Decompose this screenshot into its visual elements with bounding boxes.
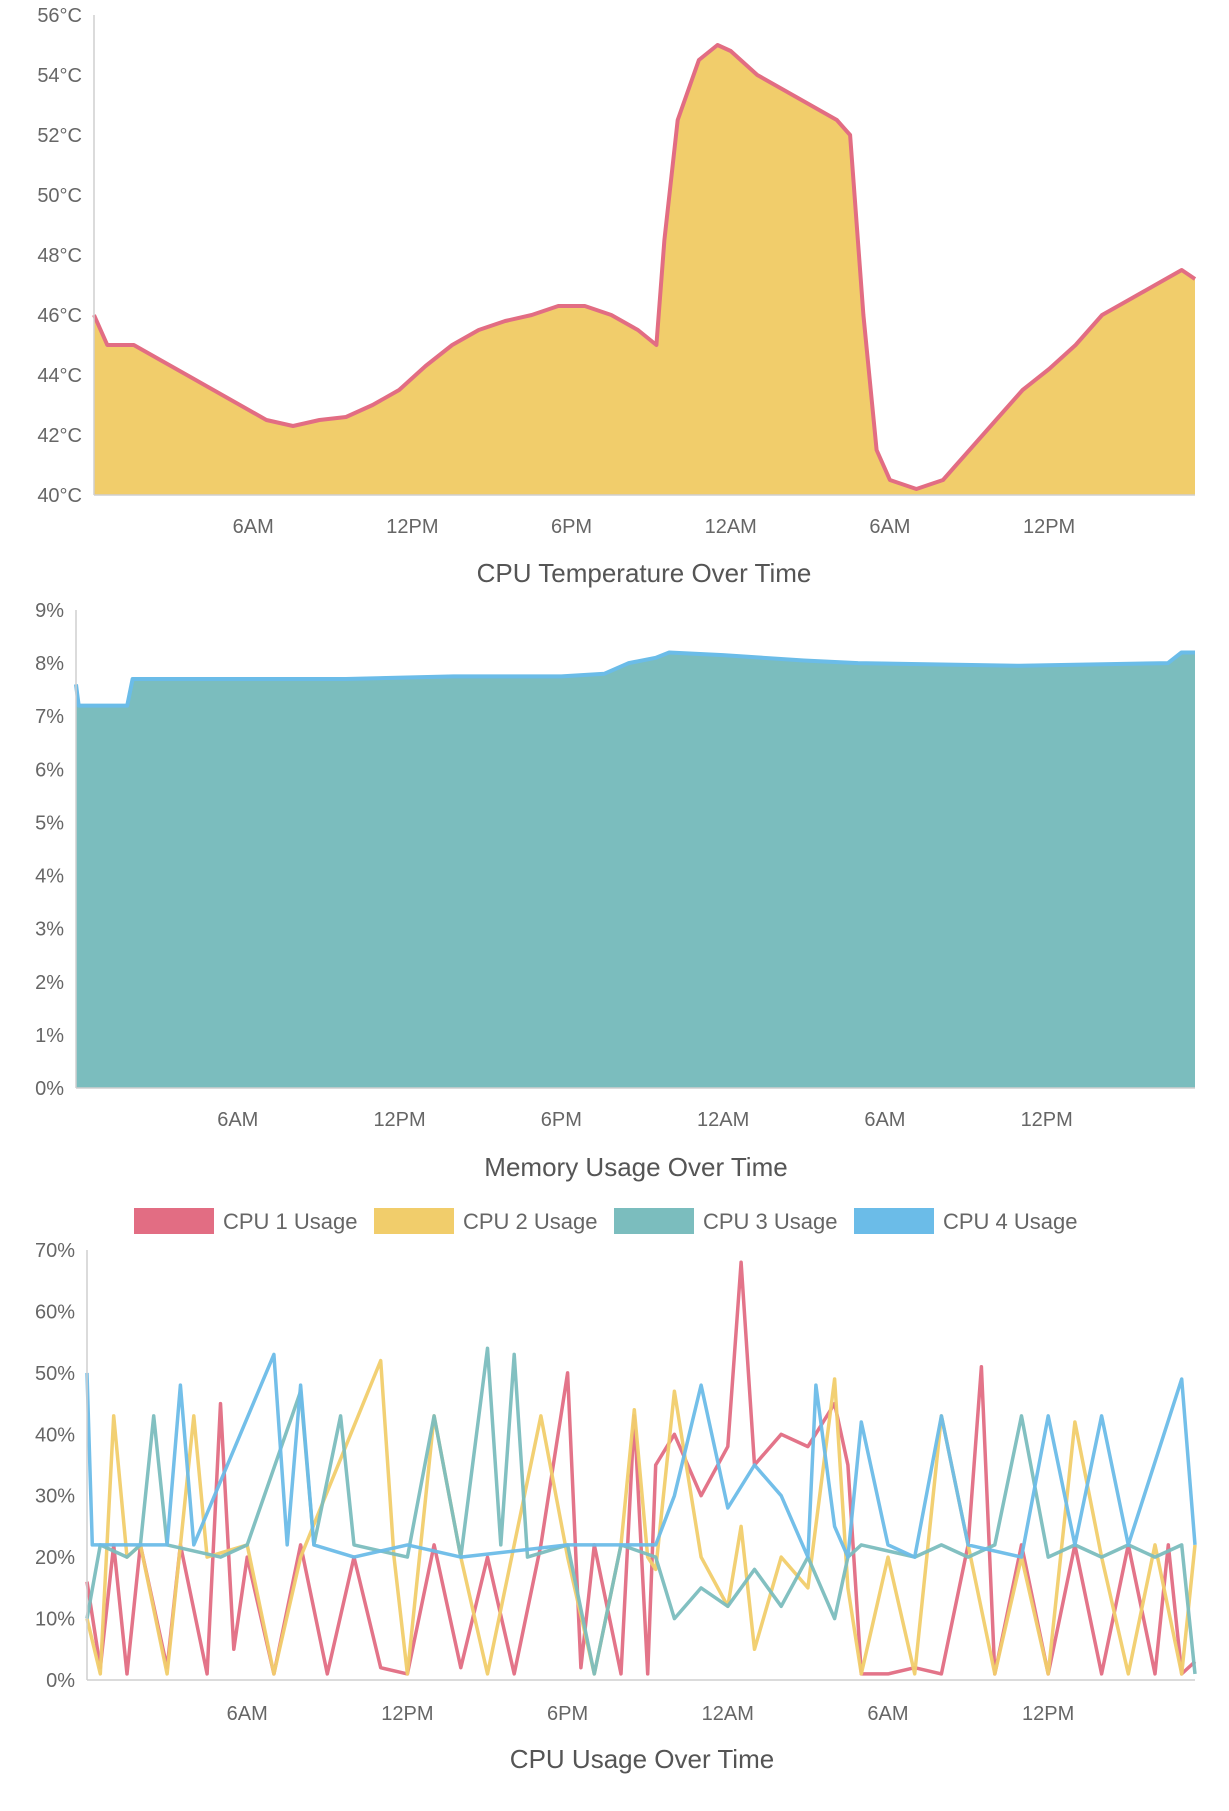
legend-swatch-cpu3: [614, 1208, 694, 1234]
cpu-usage-y-tick-50: 50%: [35, 1363, 75, 1385]
temperature-y-tick-46-c: 46°C: [37, 305, 82, 327]
legend-label-cpu4: CPU 4 Usage: [943, 1209, 1078, 1234]
temperature-x-tick-12am-3: 12AM: [705, 516, 757, 538]
memory-y-tick-2: 2%: [35, 972, 64, 994]
legend-item-cpu1[interactable]: CPU 1 Usage: [134, 1208, 358, 1234]
memory-x-tick-12am-3: 12AM: [697, 1109, 749, 1131]
cpu-usage-y-ticks: 0% 10% 20% 30% 40% 50% 60% 70%: [35, 1240, 75, 1692]
memory-x-tick-12pm-5: 12PM: [1021, 1109, 1073, 1131]
memory-y-tick-5: 5%: [35, 812, 64, 834]
memory-y-tick-1: 1%: [35, 1025, 64, 1047]
legend-label-cpu3: CPU 3 Usage: [703, 1209, 838, 1234]
memory-y-tick-4: 4%: [35, 866, 64, 888]
cpu-usage-x-tick-12pm-5: 12PM: [1022, 1703, 1074, 1725]
temperature-y-tick-54-c: 54°C: [37, 65, 82, 87]
memory-area-fill: [76, 653, 1195, 1089]
legend-label-cpu1: CPU 1 Usage: [223, 1209, 358, 1234]
temperature-plot-area: [94, 45, 1195, 495]
memory-y-tick-9: 9%: [35, 600, 64, 622]
legend-swatch-cpu4: [854, 1208, 934, 1234]
temperature-y-tick-50-c: 50°C: [37, 185, 82, 207]
temperature-x-tick-12pm-1: 12PM: [386, 516, 438, 538]
legend-swatch-cpu1: [134, 1208, 214, 1234]
cpu-usage-y-tick-40: 40%: [35, 1424, 75, 1446]
temperature-y-ticks: 40°C 42°C 44°C 46°C 48°C 50°C 52°C 54°C 56°C: [37, 5, 82, 507]
legend-item-cpu3[interactable]: CPU 3 Usage: [614, 1208, 838, 1234]
temperature-y-tick-42-c: 42°C: [37, 425, 82, 447]
cpu-usage-x-ticks: 6AM 12PM 6PM 12AM 6AM 12PM: [227, 1703, 1075, 1725]
cpu-usage-chart-title: CPU Usage Over Time: [510, 1744, 774, 1774]
cpu-usage-x-tick-6am-0: 6AM: [227, 1703, 268, 1725]
temperature-x-ticks: 6AM 12PM 6PM 12AM 6AM 12PM: [233, 516, 1076, 538]
memory-y-tick-0: 0%: [35, 1078, 64, 1100]
cpu-usage-plot-area: [87, 1262, 1195, 1674]
legend-swatch-cpu2: [374, 1208, 454, 1234]
temperature-y-tick-44-c: 44°C: [37, 365, 82, 387]
cpu-usage-x-tick-6pm-2: 6PM: [547, 1703, 588, 1725]
temperature-x-tick-6pm-2: 6PM: [551, 516, 592, 538]
temperature-chart: 40°C 42°C 44°C 46°C 48°C 50°C 52°C 54°C 56°C 6AM…: [37, 5, 1195, 588]
cpu-usage-y-tick-20: 20%: [35, 1547, 75, 1569]
cpu-usage-y-tick-70: 70%: [35, 1240, 75, 1262]
temperature-x-tick-6am-0: 6AM: [233, 516, 274, 538]
memory-y-tick-7: 7%: [35, 706, 64, 728]
cpu-usage-x-tick-6am-4: 6AM: [867, 1703, 908, 1725]
temperature-x-tick-6am-4: 6AM: [869, 516, 910, 538]
memory-plot-area: [76, 653, 1195, 1089]
memory-y-tick-6: 6%: [35, 759, 64, 781]
temperature-area-fill: [94, 45, 1195, 495]
memory-x-tick-6am-4: 6AM: [864, 1109, 905, 1131]
cpu-usage-y-tick-30: 30%: [35, 1486, 75, 1508]
legend-item-cpu4[interactable]: CPU 4 Usage: [854, 1208, 1078, 1234]
memory-x-ticks: 6AM 12PM 6PM 12AM 6AM 12PM: [217, 1109, 1073, 1131]
memory-y-ticks: 0% 1% 2% 3% 4% 5% 6% 7% 8% 9%: [35, 600, 64, 1100]
temperature-y-tick-56-c: 56°C: [37, 5, 82, 27]
memory-chart-title: Memory Usage Over Time: [484, 1152, 787, 1182]
temperature-y-tick-40-c: 40°C: [37, 485, 82, 507]
temperature-y-tick-52-c: 52°C: [37, 125, 82, 147]
cpu-usage-legend: CPU 1 Usage CPU 2 Usage CPU 3 Usage CPU …: [134, 1208, 1078, 1234]
memory-x-tick-6pm-2: 6PM: [541, 1109, 582, 1131]
cpu-usage-chart: CPU 1 Usage CPU 2 Usage CPU 3 Usage CPU …: [35, 1208, 1195, 1774]
cpu-usage-y-tick-60: 60%: [35, 1301, 75, 1323]
cpu-usage-x-tick-12am-3: 12AM: [702, 1703, 754, 1725]
memory-y-tick-3: 3%: [35, 919, 64, 941]
memory-x-tick-6am-0: 6AM: [217, 1109, 258, 1131]
temperature-chart-title: CPU Temperature Over Time: [477, 558, 812, 588]
cpu-usage-y-tick-10: 10%: [35, 1609, 75, 1631]
memory-x-tick-12pm-1: 12PM: [373, 1109, 425, 1131]
cpu-usage-x-tick-12pm-1: 12PM: [381, 1703, 433, 1725]
temperature-y-tick-48-c: 48°C: [37, 245, 82, 267]
legend-label-cpu2: CPU 2 Usage: [463, 1209, 598, 1234]
legend-item-cpu2[interactable]: CPU 2 Usage: [374, 1208, 598, 1234]
temperature-x-tick-12pm-5: 12PM: [1023, 516, 1075, 538]
memory-chart: 0% 1% 2% 3% 4% 5% 6% 7% 8% 9% 6AM 12PM 6PM 12AM 6AM 12…: [35, 600, 1195, 1182]
memory-y-tick-8: 8%: [35, 653, 64, 675]
cpu-usage-y-tick-0: 0%: [46, 1670, 75, 1692]
